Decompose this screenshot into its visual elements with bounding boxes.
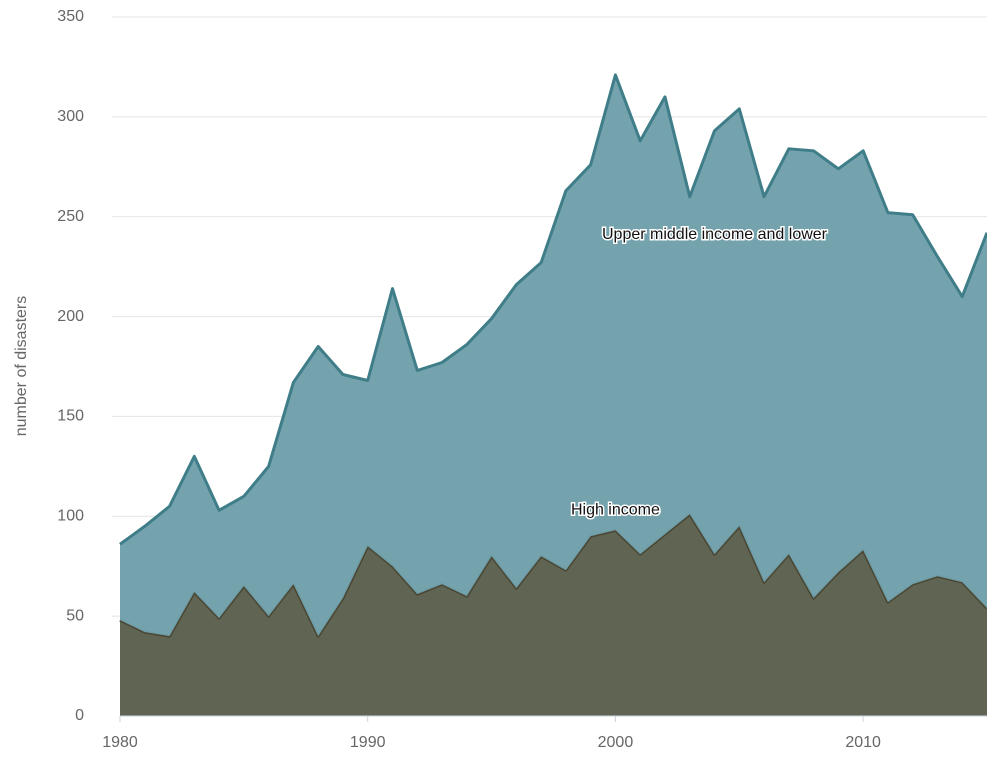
area-line (119, 73, 987, 546)
y-tick-label: 250 (57, 208, 84, 225)
x-tick-label: 2010 (845, 734, 881, 751)
y-axis-label: number of disasters (13, 296, 30, 437)
area-fill (120, 74, 987, 637)
series-label: Upper middle income and lower (602, 226, 828, 243)
y-tick-label: 0 (75, 707, 84, 724)
x-tick-label: 1990 (350, 734, 386, 751)
x-tick-label: 1980 (102, 734, 138, 751)
y-tick-label: 300 (57, 108, 84, 125)
x-tick-label: 2000 (598, 734, 634, 751)
series-label: High income (571, 502, 660, 519)
y-tick-label: 150 (57, 408, 84, 425)
y-tick-label: 100 (57, 508, 84, 525)
y-tick-label: 200 (57, 308, 84, 325)
y-tick-label: 50 (66, 607, 84, 624)
area-fill (120, 514, 987, 716)
y-tick-label: 350 (57, 8, 84, 25)
